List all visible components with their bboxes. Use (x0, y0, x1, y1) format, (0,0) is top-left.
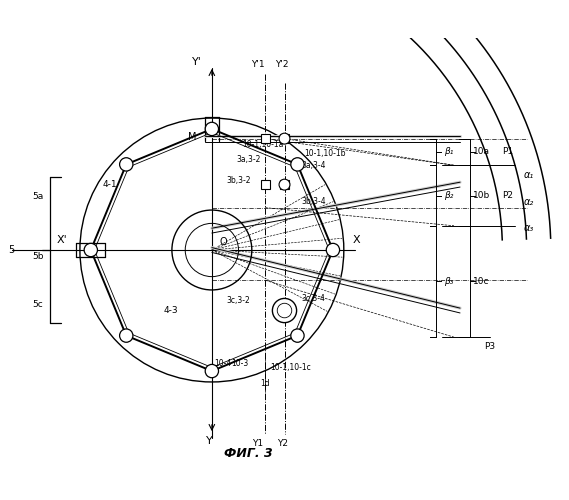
Text: X: X (352, 236, 360, 246)
Text: Y'1: Y'1 (251, 60, 265, 70)
Text: ФИГ. 3: ФИГ. 3 (224, 447, 273, 460)
Circle shape (279, 179, 290, 190)
Text: 5b: 5b (32, 252, 44, 260)
Circle shape (119, 329, 133, 342)
Text: 3a,3-4: 3a,3-4 (302, 161, 326, 170)
Text: β₃: β₃ (444, 277, 453, 286)
Text: α₃: α₃ (524, 223, 534, 233)
Circle shape (279, 305, 290, 316)
Text: 1d: 1d (260, 378, 270, 388)
Circle shape (291, 158, 304, 171)
Circle shape (291, 329, 304, 342)
Bar (280, 180, 289, 189)
Circle shape (279, 133, 290, 144)
Text: α₂: α₂ (524, 196, 534, 206)
Text: O: O (219, 236, 227, 246)
Text: 10-1,10-1b: 10-1,10-1b (304, 148, 345, 158)
Text: 10c: 10c (473, 277, 490, 286)
Text: 10-1,10-1a: 10-1,10-1a (242, 140, 283, 149)
Text: 3b,3-4: 3b,3-4 (302, 197, 326, 206)
Text: Y2: Y2 (277, 439, 287, 448)
Bar (261, 134, 270, 143)
Circle shape (326, 244, 340, 256)
Text: 3a,3-2: 3a,3-2 (236, 154, 261, 164)
Text: 10-4: 10-4 (214, 360, 231, 368)
Text: 3c,3-2: 3c,3-2 (226, 296, 250, 306)
Circle shape (205, 364, 218, 378)
Circle shape (205, 122, 218, 136)
Bar (280, 134, 289, 143)
Text: 3b,3-2: 3b,3-2 (226, 176, 251, 186)
Text: 10-1,10-1c: 10-1,10-1c (270, 363, 311, 372)
Bar (261, 180, 270, 189)
Text: α₁: α₁ (524, 170, 534, 180)
Text: 5: 5 (9, 245, 15, 255)
Text: Y'2: Y'2 (275, 60, 289, 70)
Text: P2: P2 (502, 191, 513, 200)
Text: β₂: β₂ (444, 191, 453, 200)
Text: Y1: Y1 (252, 439, 263, 448)
Text: 5c: 5c (32, 300, 43, 309)
Circle shape (273, 298, 296, 322)
Text: X': X' (57, 236, 68, 246)
Circle shape (119, 158, 133, 171)
Text: P3: P3 (484, 342, 496, 351)
Text: β₁: β₁ (444, 148, 453, 156)
Text: 10b: 10b (473, 191, 490, 200)
Text: 4-1: 4-1 (103, 180, 118, 189)
Text: 5a: 5a (32, 192, 44, 201)
Text: M: M (188, 132, 196, 142)
Text: 4-3: 4-3 (163, 306, 178, 315)
Text: 3c,3-4: 3c,3-4 (302, 294, 325, 303)
Text: P1: P1 (502, 148, 514, 156)
Text: Y': Y' (192, 58, 202, 68)
Text: 10-3: 10-3 (231, 360, 248, 368)
Text: Y: Y (206, 436, 213, 446)
Text: 10a: 10a (473, 148, 490, 156)
Circle shape (84, 244, 97, 256)
